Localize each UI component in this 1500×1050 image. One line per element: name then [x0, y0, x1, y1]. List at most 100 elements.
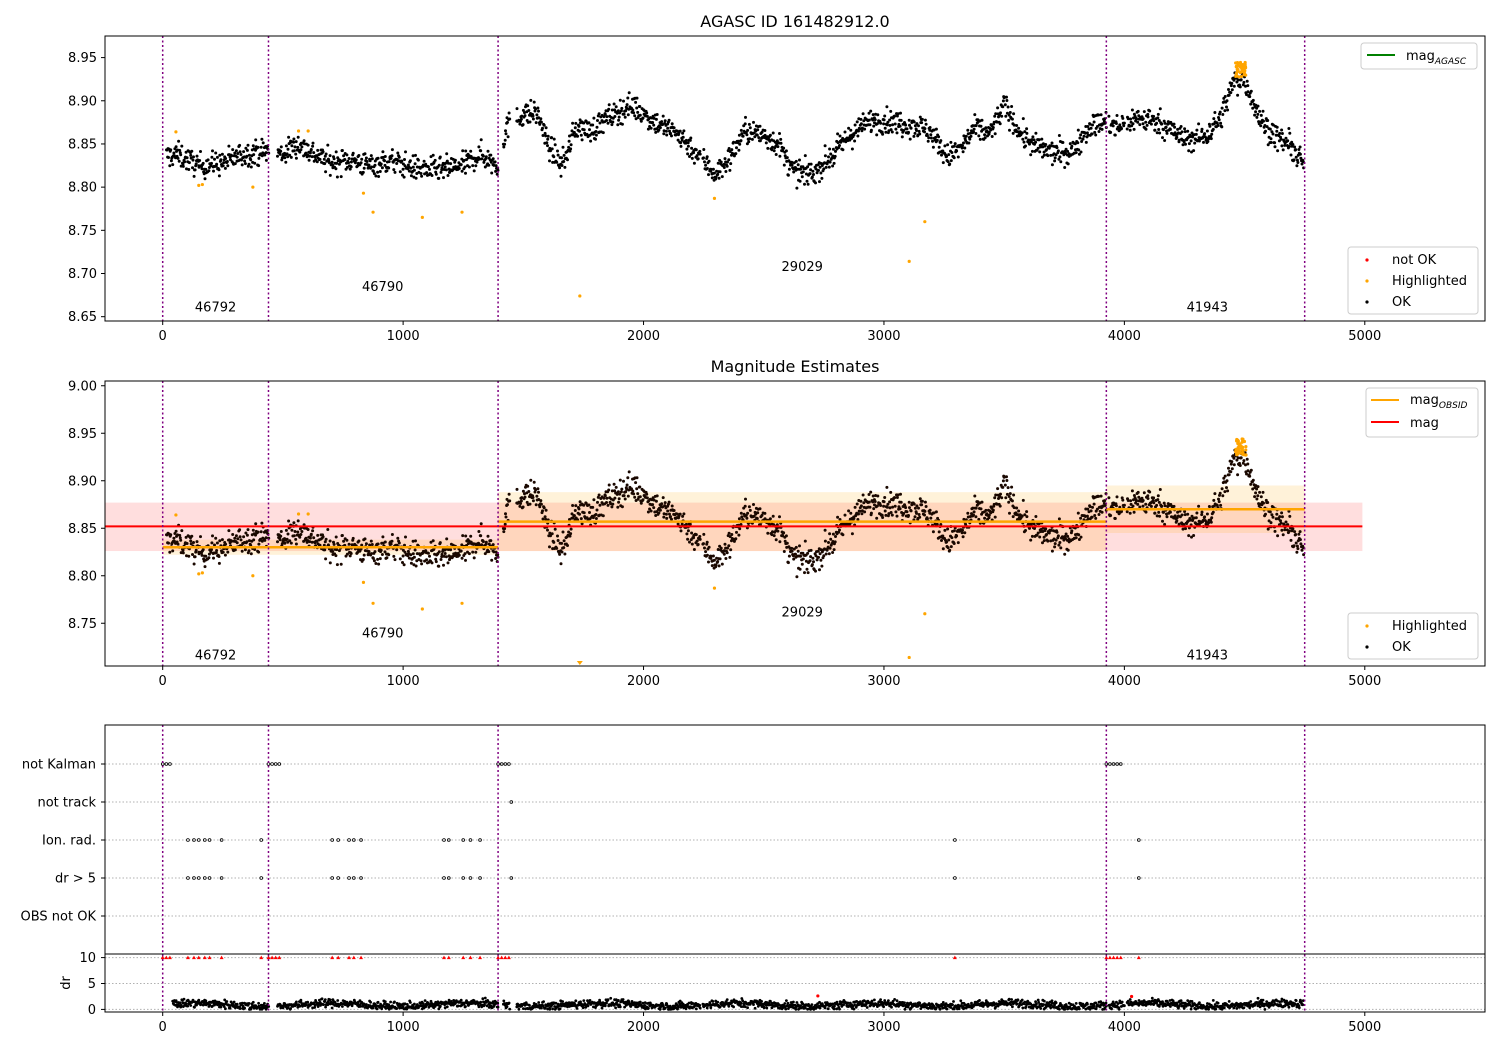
ok-point: [278, 538, 282, 542]
ok-point: [913, 515, 917, 519]
dr-point: [235, 1002, 239, 1006]
ok-point: [614, 485, 618, 489]
ok-point: [311, 141, 315, 145]
ok-point: [168, 550, 172, 554]
highlighted-point: [1240, 447, 1244, 451]
ok-point: [1044, 527, 1048, 531]
ok-point: [190, 534, 194, 538]
ok-point: [324, 170, 328, 174]
ok-point: [1055, 530, 1059, 534]
ok-point: [580, 522, 584, 526]
ok-point: [1142, 491, 1146, 495]
ok-point: [1079, 516, 1083, 520]
ok-point: [961, 535, 965, 539]
ok-point: [411, 552, 415, 556]
ok-point: [969, 134, 973, 138]
ok-point: [1283, 528, 1287, 532]
panel3-flag-points: [160, 762, 1141, 880]
panel1-obsid-label: 41943: [1187, 301, 1228, 316]
ok-point: [847, 126, 851, 130]
ok-point: [210, 541, 214, 545]
ok-point: [803, 539, 807, 543]
ok-point: [679, 529, 683, 533]
ok-point: [189, 542, 193, 546]
ok-point: [889, 490, 893, 494]
ok-point: [1195, 128, 1199, 132]
ok-point: [1045, 148, 1048, 152]
panel1-xtick-label: 3000: [867, 329, 900, 344]
ok-point: [463, 165, 467, 169]
ok-point: [812, 173, 815, 176]
ok-point: [632, 111, 636, 115]
ok-point: [725, 164, 729, 168]
ok-point: [803, 571, 806, 575]
ok-point: [412, 175, 416, 179]
ok-point: [1223, 490, 1227, 494]
ok-point: [925, 517, 929, 521]
ok-point: [792, 547, 796, 551]
ok-point: [771, 131, 775, 135]
ok-point: [809, 555, 813, 559]
ok-point: [328, 173, 332, 177]
ok-point: [532, 480, 536, 484]
ok-point: [790, 160, 794, 164]
ok-point: [1141, 504, 1145, 508]
panel1-title: AGASC ID 161482912.0: [700, 12, 889, 31]
ok-point: [559, 562, 563, 566]
ok-point: [1266, 527, 1270, 531]
ok-point: [215, 155, 219, 159]
dr-point: [322, 1003, 325, 1006]
ok-point: [1134, 499, 1138, 503]
ok-point: [1022, 140, 1026, 144]
ok-point: [1138, 123, 1142, 127]
ok-point: [323, 548, 327, 552]
ok-point: [974, 132, 978, 135]
ok-point: [1058, 155, 1062, 159]
ok-point: [1032, 522, 1036, 526]
dr-high-marker: [270, 955, 275, 960]
ok-point: [1256, 485, 1260, 489]
panel1-ytick-label: 8.90: [68, 94, 97, 109]
ok-point: [993, 496, 997, 500]
ok-point: [1158, 107, 1162, 111]
highlighted-point: [1242, 73, 1246, 77]
ok-point: [1280, 128, 1284, 132]
ok-point: [974, 506, 978, 510]
dr-point: [341, 1005, 344, 1008]
dr-point: [286, 1006, 290, 1010]
ok-point: [787, 554, 791, 558]
ok-point: [284, 160, 288, 164]
ok-point: [181, 164, 185, 168]
ok-point: [814, 569, 817, 573]
dr-point: [299, 998, 303, 1002]
ok-point: [257, 542, 261, 546]
ok-point: [484, 155, 488, 159]
ok-point: [247, 539, 251, 543]
ok-point: [685, 532, 689, 536]
ok-point: [1205, 129, 1209, 133]
ok-point: [1245, 472, 1248, 476]
ok-point: [328, 154, 332, 158]
ok-point: [362, 166, 366, 170]
ok-point: [508, 117, 512, 121]
ok-point: [1046, 539, 1050, 543]
ok-point: [480, 543, 484, 547]
ok-point: [828, 532, 832, 536]
ok-point: [987, 513, 991, 517]
ok-point: [403, 164, 407, 168]
ok-point: [330, 160, 334, 164]
ok-point: [251, 528, 255, 532]
ok-point: [838, 134, 842, 138]
dr-high-marker: [347, 955, 352, 960]
ok-point: [824, 552, 828, 556]
flag-point: [359, 876, 363, 880]
ok-point: [1012, 123, 1016, 127]
ok-point: [672, 509, 676, 512]
ok-point: [1035, 533, 1039, 537]
ok-point: [245, 533, 249, 537]
ok-point: [1059, 160, 1063, 164]
ok-point: [784, 534, 788, 538]
ok-point: [1183, 510, 1187, 513]
ok-point: [618, 111, 622, 115]
ok-point: [1005, 492, 1009, 496]
